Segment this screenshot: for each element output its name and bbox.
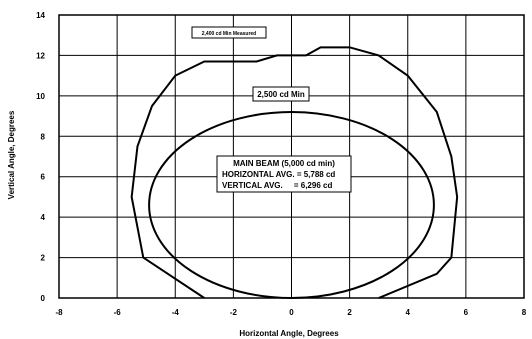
annotation-main-beam-box [216,155,352,193]
plot-frame [58,14,525,299]
x-axis-label: Horizontal Angle, Degrees [239,329,339,338]
y-tick-label: 6 [41,173,46,182]
y-tick-label: 8 [41,132,46,141]
annotation-measured: 2,400 cd Min Measured [191,26,267,39]
annotation-2500: 2,500 cd Min [252,86,310,102]
y-tick-label: 14 [36,11,45,20]
x-tick-label: 6 [464,308,469,317]
annotation-2500-text: 2,500 cd Min [257,90,305,99]
y-tick-label: 0 [41,294,46,303]
x-tick-label: -4 [172,308,180,317]
y-tick-label: 4 [41,213,46,222]
horizontal-avg-label: HORIZONTAL AVG. = 5,788 cd [222,170,335,179]
isocandela-curve-2500 [130,46,459,299]
annotation-2500-box [252,86,310,102]
y-tick-label: 12 [36,51,45,60]
x-tick-label: -8 [55,308,63,317]
y-axis-label: Vertical Angle, Degrees [7,110,16,199]
x-tick-label: 2 [347,308,352,317]
x-tick-label: 4 [406,308,411,317]
tick-labels: -8 -6 -4 -2 0 2 4 6 8 0 2 4 6 8 10 12 14 [36,11,527,317]
x-tick-label: 8 [522,308,527,317]
annotation-main-beam: MAIN BEAM (5,000 cd min) HORIZONTAL AVG.… [216,155,352,193]
x-tick-label: -6 [114,308,122,317]
x-tick-label: 0 [289,308,294,317]
y-tick-label: 2 [41,254,46,263]
annotation-measured-box [191,26,267,39]
main-beam-label: MAIN BEAM (5,000 cd min) [233,159,335,168]
vertical-avg-label: VERTICAL AVG. = 6,296 cd [222,181,332,190]
y-tick-label: 10 [36,92,45,101]
annotation-measured-text: 2,400 cd Min Measured [202,31,256,37]
x-tick-label: -2 [230,308,238,317]
